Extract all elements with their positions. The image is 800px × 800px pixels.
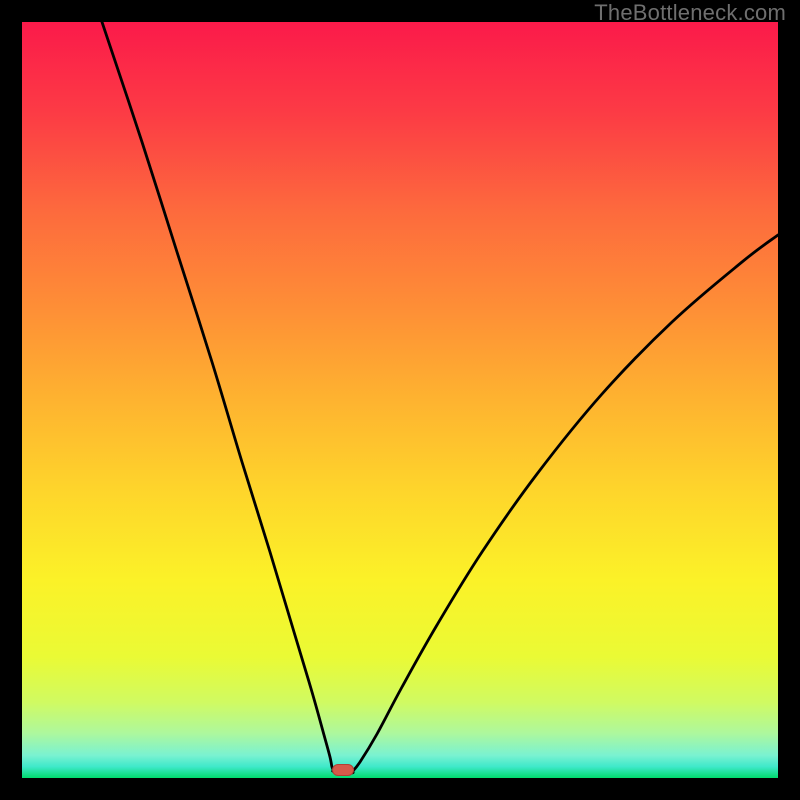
watermark-text: TheBottleneck.com <box>594 0 786 26</box>
minimum-marker <box>332 764 354 776</box>
chart-frame: TheBottleneck.com <box>0 0 800 800</box>
plot-area <box>22 22 778 778</box>
